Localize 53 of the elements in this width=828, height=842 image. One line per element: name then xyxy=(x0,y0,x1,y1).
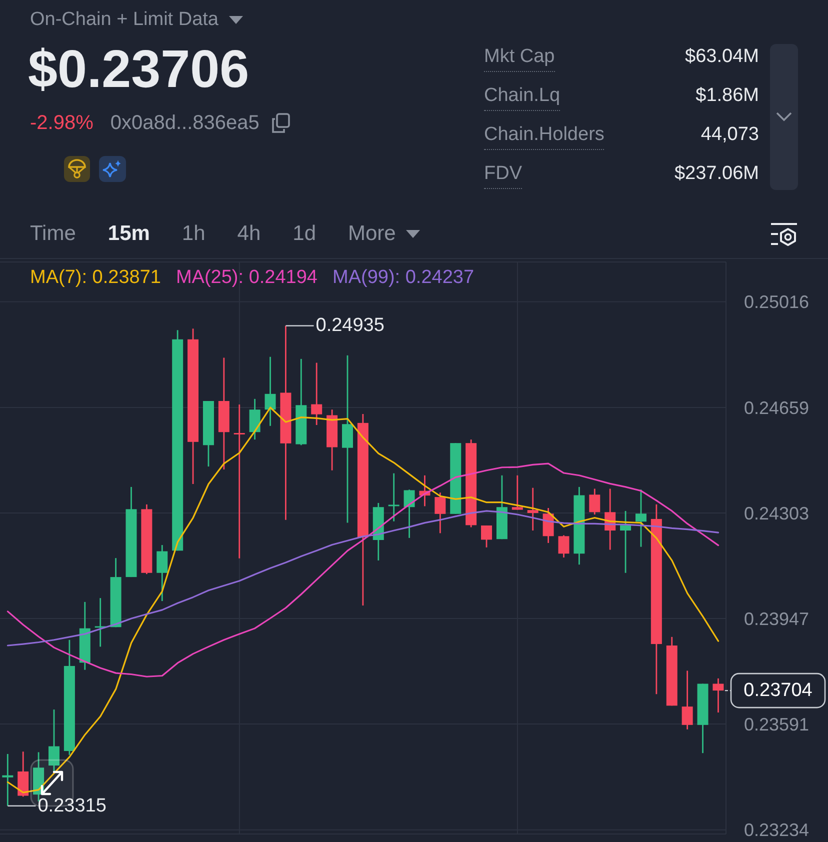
candlestick xyxy=(311,362,322,426)
y-tick-label: 0.25016 xyxy=(744,292,810,312)
candlestick xyxy=(388,472,400,522)
text: Chain.Holders xyxy=(484,124,604,150)
candlestick xyxy=(264,356,276,427)
y-tick-label: 0.24303 xyxy=(744,503,810,524)
text: $237.06M xyxy=(674,163,759,185)
text: 0x0a8d...836ea5 xyxy=(110,112,260,134)
text: Chain.Lq xyxy=(484,85,560,111)
text: MA(25): 0.24194 xyxy=(176,267,318,289)
candlestick xyxy=(635,488,646,548)
line-series xyxy=(6,462,720,678)
line-series xyxy=(6,510,720,646)
text: $1.86M xyxy=(696,85,759,107)
candlestick xyxy=(620,510,632,574)
text: 44,073 xyxy=(700,124,759,146)
candlestick xyxy=(2,753,14,807)
text: 1d xyxy=(292,222,316,246)
y-tick-label: 0.23947 xyxy=(744,608,810,629)
text: On-Chain + Limit Data xyxy=(30,9,218,31)
text: MA(99): 0.24237 xyxy=(332,267,474,289)
annotation: 0.24935 xyxy=(316,315,384,336)
text: Time xyxy=(30,222,76,246)
text: $63.04M xyxy=(685,46,759,68)
text: More xyxy=(348,222,397,246)
text: Mkt Cap xyxy=(484,46,555,72)
candlestick xyxy=(589,488,600,516)
candlestick xyxy=(434,492,446,534)
candlestick xyxy=(712,678,724,714)
candlestick xyxy=(558,534,570,558)
text: $0.23706 xyxy=(28,40,250,100)
candlestick xyxy=(48,708,60,772)
candlestick xyxy=(94,597,106,648)
annotation: 0.23315 xyxy=(38,795,106,816)
candlestick xyxy=(342,354,353,524)
candlestick xyxy=(249,398,260,440)
candlestick xyxy=(481,524,492,548)
candlestick xyxy=(682,670,693,730)
text: MA(7): 0.23871 xyxy=(30,267,161,289)
y-tick-label: 0.23234 xyxy=(744,820,810,840)
candlestick xyxy=(527,487,538,532)
text: 15m xyxy=(108,222,150,246)
text: FDV xyxy=(484,163,522,189)
candlestick xyxy=(234,404,245,560)
candlestick xyxy=(404,488,415,539)
text: 4h xyxy=(237,222,261,246)
text: -2.98% xyxy=(30,112,94,134)
y-tick-label: 0.24659 xyxy=(744,398,810,418)
candlestick xyxy=(512,474,523,510)
text: 0.23704 xyxy=(744,680,813,702)
y-tick-label: 0.23591 xyxy=(744,714,810,734)
text: 1h xyxy=(182,222,206,246)
candlestick xyxy=(156,544,168,602)
